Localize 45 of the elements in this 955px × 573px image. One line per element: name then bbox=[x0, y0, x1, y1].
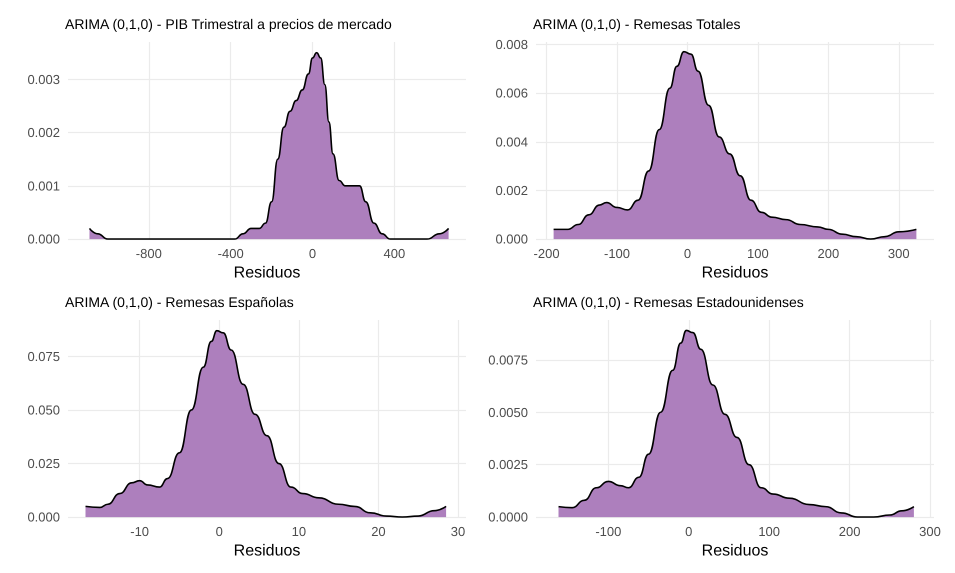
x-tick-label: 0 bbox=[216, 524, 223, 540]
x-axis-title: Residuos bbox=[234, 542, 300, 560]
x-tick-label: 10 bbox=[292, 524, 306, 540]
x-tick-label: 30 bbox=[450, 524, 466, 540]
chart-title: ARIMA (0,1,0) - Remesas Totales bbox=[533, 16, 740, 32]
x-tick-label: -100 bbox=[604, 246, 630, 262]
x-tick-label: 0 bbox=[685, 524, 692, 540]
chart-title: ARIMA (0,1,0) - Remesas Estadounidenses bbox=[533, 294, 804, 310]
x-tick-label: 100 bbox=[758, 524, 780, 540]
y-tick-label: 0.000 bbox=[27, 232, 60, 247]
y-tick-label: 0.050 bbox=[27, 402, 60, 418]
x-axis-title: Residuos bbox=[702, 264, 768, 282]
y-tick-label: 0.0000 bbox=[488, 510, 528, 525]
y-tick-label: 0.004 bbox=[495, 134, 528, 150]
x-tick-label: 200 bbox=[817, 246, 840, 262]
y-tick-label: 0.000 bbox=[27, 510, 60, 525]
y-tick-label: 0.0025 bbox=[488, 457, 528, 472]
x-tick-label: 300 bbox=[888, 246, 910, 262]
x-tick-label: 200 bbox=[838, 524, 860, 540]
x-axis-title: Residuos bbox=[234, 264, 300, 282]
y-tick-label: 0.001 bbox=[27, 178, 60, 194]
y-tick-label: 0.075 bbox=[27, 348, 60, 364]
chart-title: ARIMA (0,1,0) - Remesas Españolas bbox=[65, 294, 294, 310]
y-tick-label: 0.025 bbox=[27, 456, 60, 472]
x-tick-label: 400 bbox=[384, 246, 406, 262]
x-tick-label: 0 bbox=[684, 246, 692, 262]
y-tick-label: 0.000 bbox=[495, 232, 528, 247]
x-tick-label: 20 bbox=[371, 524, 386, 540]
y-tick-label: 0.006 bbox=[495, 86, 528, 101]
x-axis-title: Residuos bbox=[702, 542, 768, 560]
y-tick-label: 0.003 bbox=[27, 72, 60, 87]
x-tick-label: 100 bbox=[747, 246, 769, 262]
x-tick-label: -400 bbox=[218, 246, 244, 262]
y-tick-label: 0.002 bbox=[495, 182, 528, 198]
chart-title: ARIMA (0,1,0) - PIB Trimestral a precios de mercado bbox=[65, 16, 392, 32]
x-tick-label: 0 bbox=[308, 246, 316, 262]
x-tick-label: -10 bbox=[130, 524, 150, 540]
x-tick-label: -800 bbox=[136, 246, 162, 262]
x-tick-label: -200 bbox=[534, 246, 560, 262]
y-tick-label: 0.0075 bbox=[488, 352, 528, 368]
y-tick-label: 0.0050 bbox=[488, 404, 528, 420]
x-tick-label: 300 bbox=[919, 524, 941, 540]
y-tick-label: 0.002 bbox=[27, 125, 60, 140]
x-tick-label: -100 bbox=[595, 524, 622, 540]
y-tick-label: 0.008 bbox=[495, 36, 528, 52]
